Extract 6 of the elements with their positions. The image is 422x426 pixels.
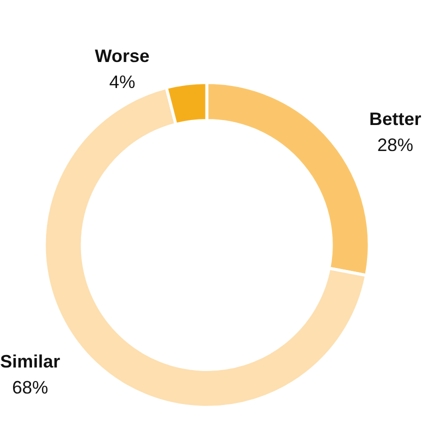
data-label: 4% — [109, 72, 136, 92]
slice-label: Better — [369, 108, 422, 129]
data-label: 28% — [377, 134, 414, 155]
slice-label: Similar — [0, 351, 60, 372]
slice-label: Worse — [94, 46, 150, 66]
data-label: 68% — [12, 377, 48, 398]
